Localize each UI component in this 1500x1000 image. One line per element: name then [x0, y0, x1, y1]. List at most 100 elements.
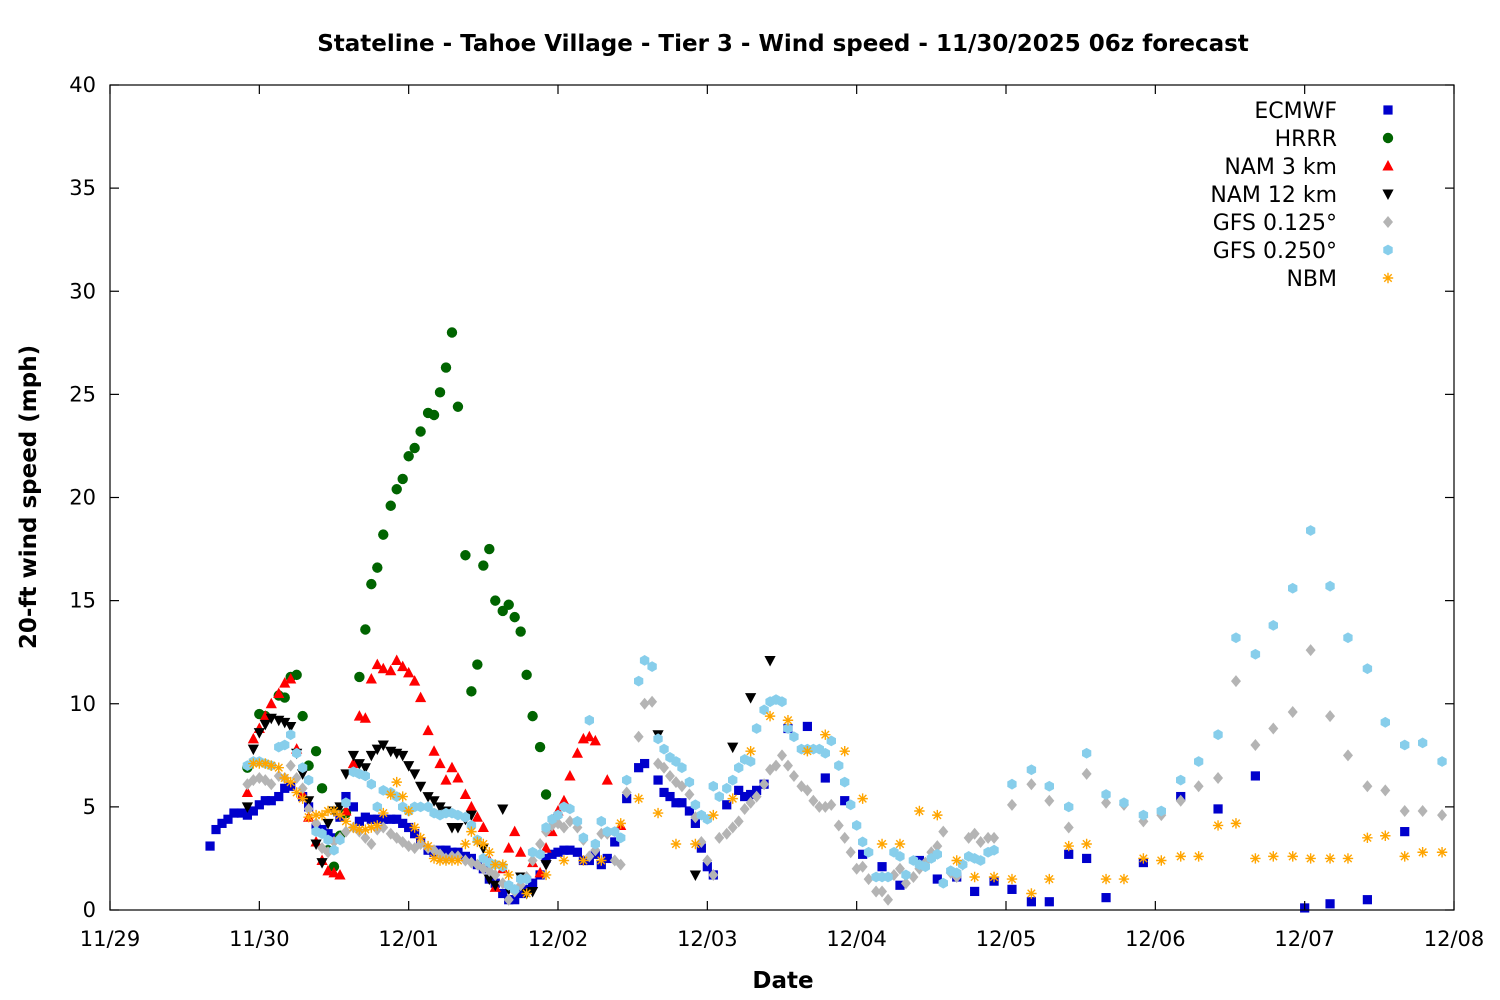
data-point [328, 805, 340, 817]
data-point [1342, 853, 1354, 864]
data-point [359, 712, 371, 723]
data-point [1417, 847, 1428, 858]
data-point [527, 846, 538, 858]
data-point [745, 745, 756, 757]
data-point [1064, 801, 1074, 813]
data-point [311, 817, 322, 830]
data-point [285, 776, 296, 788]
data-point [303, 811, 314, 823]
data-point [385, 664, 397, 676]
data-point [1287, 706, 1298, 718]
data-point [460, 838, 471, 850]
data-point [297, 769, 309, 780]
data-point [460, 550, 471, 561]
data-point [335, 834, 345, 846]
y-tick-label: 35 [69, 176, 96, 200]
data-point [653, 733, 663, 745]
data-point [622, 794, 632, 804]
legend-marker [1382, 189, 1394, 200]
legend-marker [1382, 160, 1394, 171]
data-point [452, 401, 464, 412]
data-point [1325, 899, 1335, 909]
data-point [452, 772, 464, 783]
data-point [659, 761, 670, 774]
data-point [279, 677, 291, 688]
data-point [1063, 840, 1074, 852]
data-point [677, 798, 687, 808]
data-point [392, 814, 402, 824]
data-point [1006, 798, 1017, 811]
data-point [348, 822, 359, 833]
data-point [659, 787, 669, 798]
data-point [528, 878, 538, 888]
x-tick-label: 12/04 [826, 927, 887, 951]
data-point [1100, 873, 1112, 885]
data-point [938, 825, 949, 838]
data-point [397, 750, 409, 762]
data-point [846, 799, 856, 811]
data-point [558, 855, 570, 866]
data-point [721, 827, 732, 840]
data-point [1306, 525, 1316, 536]
data-point [415, 426, 426, 437]
data-point [814, 800, 825, 813]
data-point [1175, 794, 1186, 807]
data-point [1325, 580, 1335, 592]
data-point [521, 888, 532, 899]
data-point [746, 756, 756, 767]
data-point [1288, 582, 1298, 594]
data-point [722, 782, 732, 794]
data-point [752, 785, 762, 795]
data-point [397, 660, 409, 672]
data-point [1268, 851, 1279, 862]
x-axis: 11/29 11/30 12/01 12/02 12/03 12/04 12/05 12/06… [80, 85, 1484, 951]
data-point [559, 845, 569, 855]
data-point [241, 802, 253, 813]
data-point [229, 808, 239, 818]
data-point [777, 749, 787, 762]
data-point [616, 832, 626, 844]
series-gfs-0-125 [242, 644, 1448, 906]
data-point [372, 562, 383, 573]
data-point [248, 806, 258, 816]
data-point [403, 805, 414, 817]
data-point [863, 873, 874, 886]
data-point [1156, 855, 1167, 866]
data-point [932, 848, 942, 860]
data-point [303, 802, 314, 815]
data-point [1044, 873, 1055, 885]
data-point [1417, 805, 1428, 817]
data-point [472, 659, 483, 670]
data-point [1101, 789, 1111, 800]
data-point [340, 816, 352, 827]
data-point [1213, 804, 1223, 814]
data-point [1044, 897, 1054, 907]
data-point [690, 838, 701, 850]
data-point [932, 809, 943, 821]
data-point [858, 849, 868, 859]
data-point [423, 801, 433, 813]
data-point [601, 774, 613, 785]
legend-label: GFS 0.125° [1213, 211, 1337, 236]
y-tick-label: 0 [83, 898, 96, 922]
data-point [285, 673, 297, 684]
data-point [739, 802, 750, 815]
data-point [622, 774, 632, 786]
data-point [1362, 895, 1372, 905]
data-point [1138, 853, 1149, 864]
data-point [247, 732, 259, 744]
data-point [958, 859, 968, 870]
data-point [727, 793, 738, 804]
data-point [1101, 796, 1112, 809]
data-point [366, 822, 377, 833]
data-point [634, 763, 644, 773]
data-point [317, 828, 327, 840]
data-point [347, 750, 360, 762]
data-point [434, 802, 446, 813]
data-point [422, 724, 434, 736]
data-point [1437, 756, 1447, 767]
data-point [1026, 778, 1037, 791]
legend-label: NBM [1286, 267, 1337, 292]
data-point [983, 831, 994, 844]
data-point [1418, 737, 1428, 749]
